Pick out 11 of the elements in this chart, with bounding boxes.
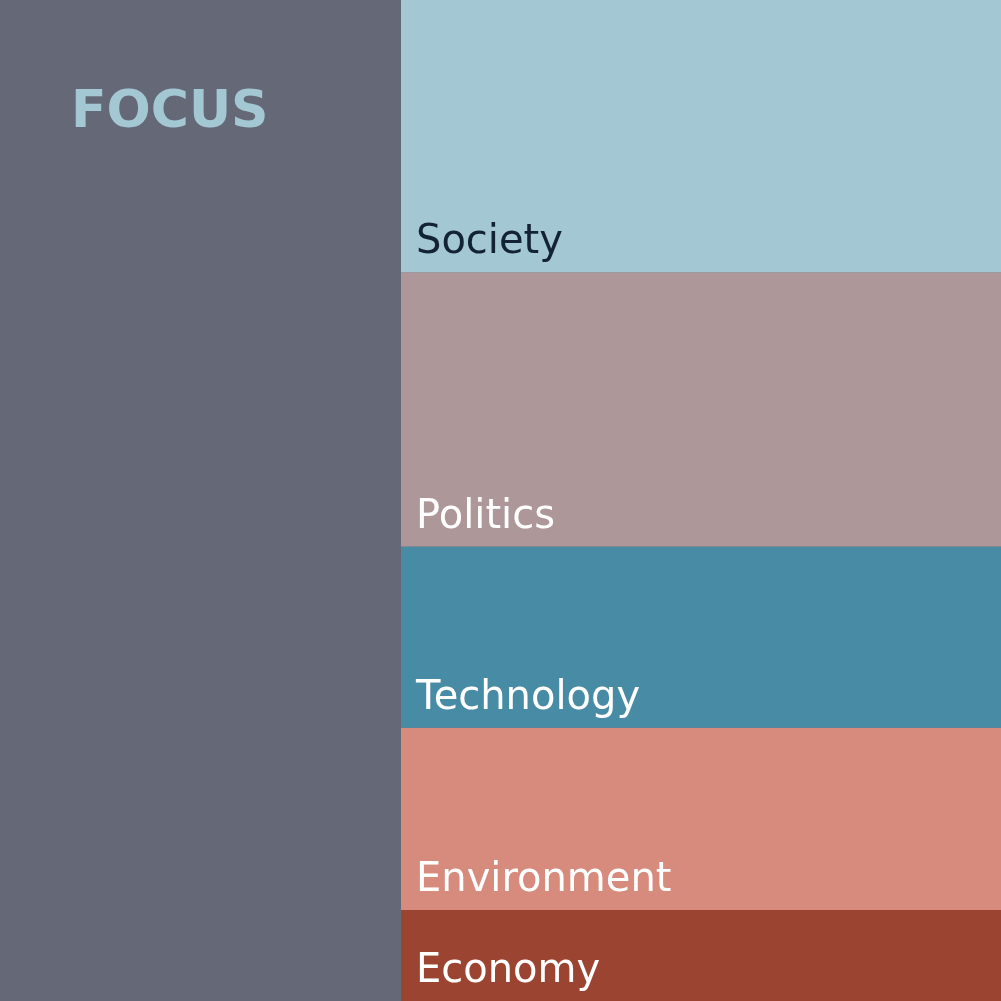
series-label: Politics	[416, 490, 556, 537]
bar	[401, 727, 1001, 910]
series-label: Economy	[416, 945, 601, 991]
bar	[401, 909, 1001, 1001]
bar	[401, 546, 1001, 728]
series-label: Environment	[416, 853, 672, 900]
text: FOCUS	[71, 79, 269, 139]
bar	[401, 272, 1001, 547]
bar	[401, 0, 1001, 273]
series-label: Society	[416, 216, 563, 263]
series-label: Technology	[415, 671, 641, 718]
